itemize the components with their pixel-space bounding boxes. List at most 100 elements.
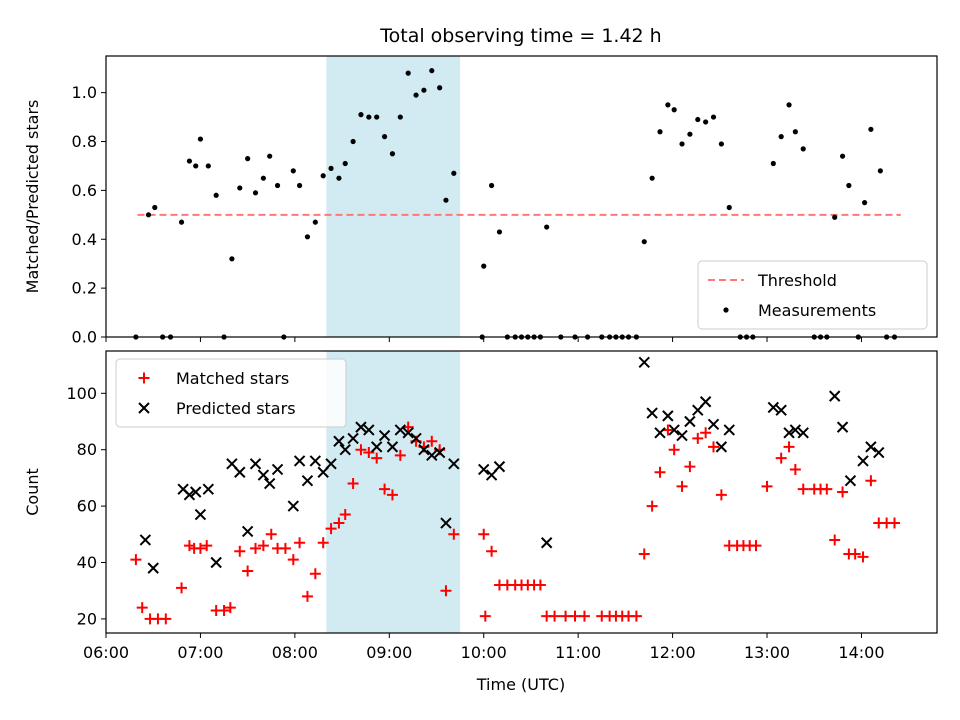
matched-star-point xyxy=(692,432,704,444)
measurement-point xyxy=(274,182,281,189)
measurement-point xyxy=(488,182,495,189)
measurement-point xyxy=(443,197,449,203)
legend-marker-predicted xyxy=(138,402,150,414)
matched-star-point xyxy=(355,444,367,456)
predicted-star-point xyxy=(684,415,696,428)
predicted-star-point xyxy=(339,443,351,456)
predicted-star-point xyxy=(402,427,414,439)
x-tick-label: 07:00 xyxy=(177,643,223,662)
matched-star-point xyxy=(646,500,658,512)
matched-star-point xyxy=(130,554,142,566)
predicted-star-point xyxy=(448,458,460,470)
measurement-point xyxy=(350,138,356,145)
measurement-point xyxy=(320,173,326,179)
matched-star-point xyxy=(448,528,460,540)
matched-star-point xyxy=(789,463,801,475)
plot-frame xyxy=(105,350,938,634)
measurement-point xyxy=(178,219,185,225)
measurement-point xyxy=(846,182,852,189)
measurement-point xyxy=(703,119,709,125)
matched-star-point xyxy=(339,509,351,521)
predicted-star-point xyxy=(363,424,375,436)
matched-star-point xyxy=(569,610,581,622)
measurement-point xyxy=(358,112,364,118)
predicted-star-point xyxy=(493,460,506,473)
measurement-point xyxy=(336,175,342,181)
matched-star-point xyxy=(865,475,877,487)
top-panel: 0.0 0.2 0.4 0.6 0.8 1.0 Matched/Predicted star… xyxy=(23,55,938,347)
measurement-point xyxy=(718,141,724,147)
matched-star-point xyxy=(218,604,230,616)
matched-star-point xyxy=(479,610,491,622)
measurement-point xyxy=(710,114,717,120)
matched-star-point xyxy=(363,447,375,459)
matched-star-point xyxy=(250,542,262,554)
predicted-star-point xyxy=(301,475,314,487)
matched-star-point xyxy=(775,452,787,464)
matched-star-point xyxy=(638,548,650,560)
predicted-star-point xyxy=(844,475,857,487)
plot-frame xyxy=(105,55,938,338)
matched-star-point xyxy=(534,579,546,591)
matched-star-point xyxy=(837,486,849,498)
measurement-point xyxy=(229,256,235,262)
predicted-star-point xyxy=(646,407,658,419)
measurement-point xyxy=(770,160,776,167)
predicted-star-point xyxy=(410,432,422,445)
matched-star-point xyxy=(829,534,841,546)
measurement-point xyxy=(800,146,806,152)
predicted-star-point xyxy=(194,508,207,521)
matched-star-point xyxy=(684,461,696,473)
legend-label: Matched stars xyxy=(176,369,289,388)
matched-star-point xyxy=(257,540,269,552)
measurement-point xyxy=(328,165,334,171)
predicted-star-point xyxy=(241,525,254,538)
measurement-point xyxy=(381,134,388,140)
y-tick-label: 20 xyxy=(77,609,97,628)
y-tick-label: 0.2 xyxy=(72,279,97,298)
y-axis-label: Count xyxy=(23,468,42,516)
matched-star-point xyxy=(700,427,712,439)
predicted-star-point xyxy=(386,441,399,453)
predicted-star-point xyxy=(190,486,202,498)
measurement-point xyxy=(868,126,874,132)
legend-marker-measurements xyxy=(723,307,729,313)
y-tick-label: 40 xyxy=(77,553,97,572)
highlight-span xyxy=(326,56,461,337)
predicted-star-point xyxy=(249,458,262,470)
matched-star-point xyxy=(797,483,809,495)
matched-star-point xyxy=(478,528,490,540)
measurement-point xyxy=(544,224,550,230)
measurement-point xyxy=(839,153,846,159)
matched-star-point xyxy=(279,542,291,554)
matched-star-point xyxy=(347,478,359,490)
measurement-point xyxy=(397,114,403,120)
predicted-star-point xyxy=(325,458,337,470)
measurement-point xyxy=(421,87,427,93)
predicted-star-point xyxy=(147,562,159,574)
measurement-point xyxy=(496,229,503,235)
predicted-star-point xyxy=(789,424,802,436)
matched-star-point xyxy=(394,449,406,461)
matched-star-point xyxy=(857,551,869,563)
matched-star-point xyxy=(234,545,246,557)
measurement-point xyxy=(665,102,671,108)
matched-star-point xyxy=(265,528,277,540)
matched-star-point xyxy=(676,480,688,492)
x-tick-label: 09:00 xyxy=(366,643,412,662)
measurement-point xyxy=(245,156,251,162)
legend-box xyxy=(697,260,928,330)
predicted-star-point xyxy=(857,455,869,467)
matched-star-point xyxy=(486,545,498,557)
predicted-star-point xyxy=(370,441,383,453)
predicted-star-point xyxy=(433,446,446,459)
measurement-point xyxy=(405,70,411,76)
measurement-point xyxy=(641,239,647,245)
measurement-point xyxy=(778,134,784,140)
predicted-star-point xyxy=(668,424,680,436)
matched-star-point xyxy=(578,610,590,622)
predicted-star-point xyxy=(775,404,787,416)
measurement-point xyxy=(374,114,380,120)
matched-star-point xyxy=(160,613,172,625)
